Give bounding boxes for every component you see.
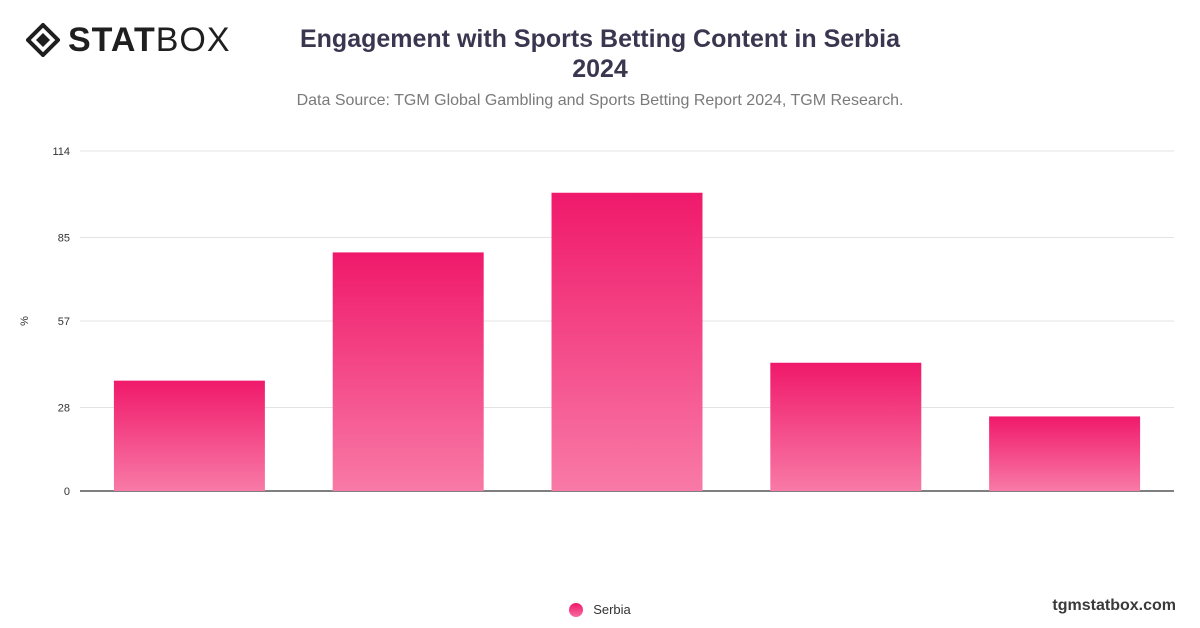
- y-axis-label: %: [19, 316, 31, 326]
- logo-light-text: BOX: [155, 21, 231, 59]
- bar-serbia-4[interactable]: [770, 362, 922, 491]
- y-tick-label: 0: [64, 486, 70, 498]
- legend-label-serbia: Serbia: [593, 602, 631, 617]
- bar-serbia-1[interactable]: [113, 380, 265, 491]
- logo-wordmark: STATBOX: [68, 22, 231, 58]
- legend: Serbia: [0, 602, 1200, 617]
- y-tick-label: 114: [52, 146, 70, 158]
- statbox-diamond-icon: [26, 23, 60, 57]
- logo-bold-text: STAT: [68, 21, 156, 59]
- y-axis-ticks: 0 28 57 85 114: [52, 146, 70, 498]
- bar-serbia-3[interactable]: [551, 192, 703, 491]
- chart-title-line2: 2024: [572, 55, 628, 83]
- legend-swatch-serbia: [569, 602, 584, 617]
- bars: [113, 192, 1141, 491]
- y-tick-label: 28: [58, 402, 70, 414]
- brand-url: tgmstatbox.com: [1052, 597, 1176, 614]
- bar-serbia-5[interactable]: [989, 416, 1141, 491]
- y-tick-label: 57: [58, 316, 70, 328]
- chart-title: Engagement with Sports Betting Content i…: [0, 24, 1200, 84]
- statbox-logo: STATBOX: [26, 22, 231, 58]
- bar-serbia-2[interactable]: [332, 252, 484, 491]
- chart-title-line1: Engagement with Sports Betting Content i…: [299, 25, 901, 53]
- y-tick-label: 85: [58, 232, 70, 244]
- chart-subtitle: Data Source: TGM Global Gambling and Spo…: [296, 92, 904, 109]
